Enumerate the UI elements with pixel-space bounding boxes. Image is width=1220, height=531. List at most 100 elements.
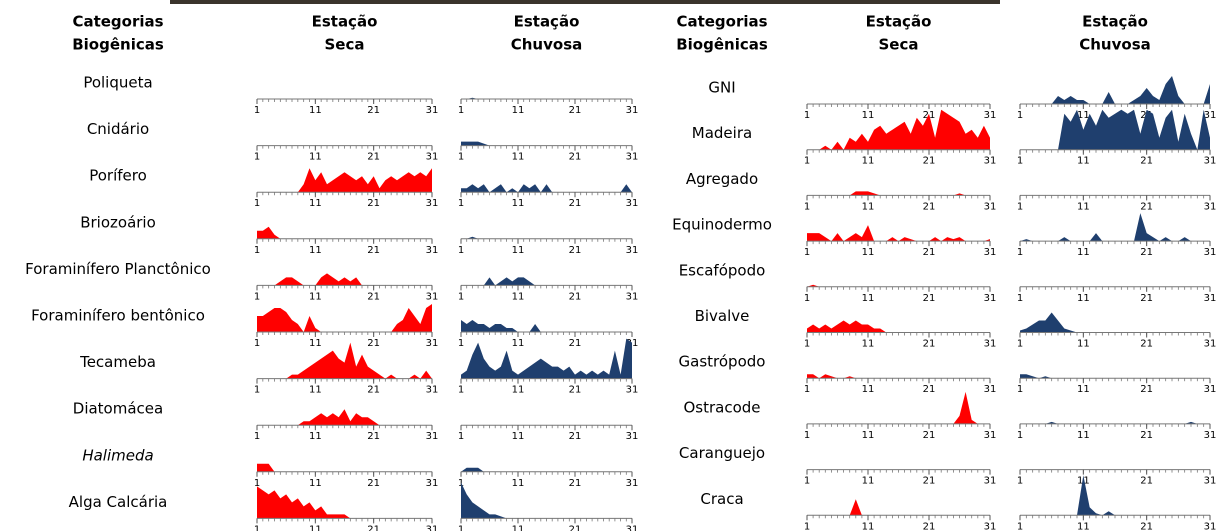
x-tick-label: 11 (309, 338, 322, 349)
category-label: Halimeda (82, 446, 153, 464)
x-tick-label: 11 (512, 198, 525, 209)
x-tick-label: 21 (923, 476, 936, 487)
category-label: Porífero (89, 167, 147, 185)
x-tick-label: 1 (804, 156, 810, 167)
x-tick-label: 11 (862, 156, 875, 167)
x-tick-label: 1 (1017, 339, 1023, 350)
x-tick-label: 21 (569, 385, 582, 396)
x-tick-label: 11 (309, 478, 322, 489)
x-tick-label: 11 (309, 524, 322, 531)
x-tick-label: 31 (626, 245, 639, 256)
x-tick-label: 1 (458, 524, 464, 531)
seca-area (257, 342, 432, 379)
x-tick-label: 31 (426, 385, 439, 396)
x-tick-label: 1 (1017, 156, 1023, 167)
x-tick-label: 21 (367, 105, 380, 116)
x-tick-label: 21 (569, 291, 582, 302)
x-tick-label: 11 (862, 293, 875, 304)
x-tick-label: 11 (1077, 521, 1090, 531)
column-header: Categorias (72, 13, 163, 31)
chuvosa-area (1020, 312, 1210, 333)
seca-area (807, 109, 990, 150)
category-label: Poliqueta (83, 74, 152, 92)
x-tick-label: 11 (512, 291, 525, 302)
chuvosa-area (461, 482, 632, 519)
x-tick-label: 21 (1140, 293, 1153, 304)
x-tick-label: 11 (1077, 110, 1090, 121)
chuvosa-area (1020, 109, 1210, 150)
x-tick-label: 31 (626, 478, 639, 489)
x-tick-label: 21 (367, 431, 380, 442)
x-tick-label: 21 (569, 478, 582, 489)
x-tick-label: 21 (923, 384, 936, 395)
category-label: Caranguejo (679, 444, 765, 462)
x-tick-label: 1 (1017, 293, 1023, 304)
x-tick-label: 1 (804, 430, 810, 441)
x-tick-label: 11 (862, 521, 875, 531)
x-tick-label: 21 (367, 291, 380, 302)
x-tick-label: 31 (426, 245, 439, 256)
category-label: Escafópodo (679, 261, 766, 279)
x-tick-label: 11 (309, 105, 322, 116)
x-tick-label: 11 (1077, 156, 1090, 167)
x-tick-label: 11 (1077, 293, 1090, 304)
x-tick-label: 21 (569, 198, 582, 209)
chuvosa-area (461, 141, 632, 146)
x-tick-label: 11 (862, 339, 875, 350)
x-tick-label: 1 (458, 152, 464, 163)
x-tick-label: 11 (862, 430, 875, 441)
category-label: Bivalve (695, 307, 750, 325)
x-tick-label: 1 (458, 291, 464, 302)
category-label: Foraminífero bentônico (31, 307, 205, 325)
x-tick-label: 21 (923, 521, 936, 531)
column-header: Categorias (676, 13, 767, 31)
x-tick-label: 21 (569, 338, 582, 349)
column-header: Biogênicas (72, 36, 164, 54)
x-tick-label: 21 (569, 245, 582, 256)
x-tick-label: 21 (1140, 156, 1153, 167)
column-header: Estação (1082, 13, 1148, 31)
x-tick-label: 1 (254, 385, 260, 396)
x-tick-label: 1 (254, 478, 260, 489)
category-label: Madeira (692, 124, 752, 142)
x-tick-label: 21 (569, 431, 582, 442)
x-tick-label: 31 (1204, 476, 1217, 487)
x-tick-label: 1 (458, 338, 464, 349)
x-tick-label: 11 (309, 245, 322, 256)
seca-area (807, 225, 990, 242)
x-tick-label: 1 (1017, 384, 1023, 395)
x-tick-label: 1 (458, 385, 464, 396)
x-tick-label: 11 (1077, 430, 1090, 441)
chuvosa-area (1020, 374, 1210, 379)
x-tick-label: 1 (1017, 476, 1023, 487)
seca-area (807, 191, 990, 196)
x-tick-label: 31 (984, 430, 997, 441)
chuvosa-area (461, 184, 632, 193)
x-tick-label: 31 (626, 385, 639, 396)
x-tick-label: 1 (804, 339, 810, 350)
seca-area (807, 320, 990, 333)
seca-area (807, 391, 990, 424)
seca-area (257, 168, 432, 193)
x-tick-label: 1 (254, 338, 260, 349)
x-tick-label: 31 (984, 156, 997, 167)
x-tick-label: 11 (512, 524, 525, 531)
x-tick-label: 21 (1140, 521, 1153, 531)
x-tick-label: 21 (923, 201, 936, 212)
x-tick-label: 11 (512, 431, 525, 442)
x-tick-label: 31 (1204, 384, 1217, 395)
column-header: Estação (514, 13, 580, 31)
x-tick-label: 21 (923, 430, 936, 441)
x-tick-label: 11 (512, 478, 525, 489)
x-tick-label: 1 (254, 245, 260, 256)
x-tick-label: 21 (923, 339, 936, 350)
x-tick-label: 31 (626, 198, 639, 209)
x-tick-label: 21 (569, 524, 582, 531)
x-tick-label: 31 (626, 105, 639, 116)
x-tick-label: 31 (426, 291, 439, 302)
x-tick-label: 31 (1204, 430, 1217, 441)
x-tick-label: 31 (984, 521, 997, 531)
seca-area (807, 499, 990, 516)
x-tick-label: 11 (309, 431, 322, 442)
